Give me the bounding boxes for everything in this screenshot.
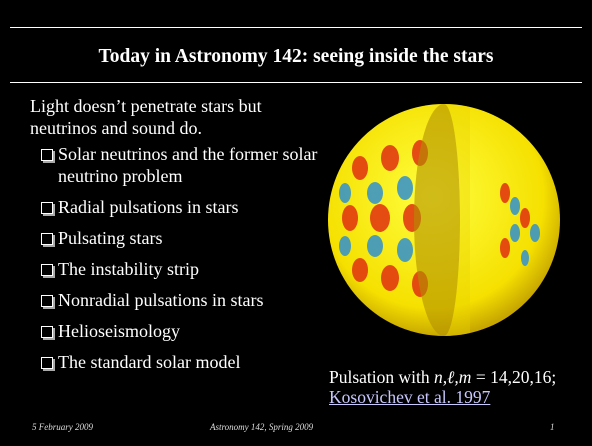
image-caption: Pulsation with n,ℓ,m = 14,20,16; Kosovic… — [329, 367, 574, 407]
bullet: The instability strip — [40, 258, 330, 280]
footer-page: 1 — [550, 422, 555, 432]
footer-date: 5 February 2009 — [32, 422, 93, 432]
caption-variables: n,ℓ,m — [434, 367, 471, 387]
top-rule — [10, 27, 582, 28]
bullet: Radial pulsations in stars — [40, 196, 330, 218]
bullet: Pulsating stars — [40, 227, 330, 249]
caption-prefix: Pulsation with — [329, 367, 430, 387]
bullet: Solar neutrinos and the former solar neu… — [40, 143, 330, 187]
footer-course: Astronomy 142, Spring 2009 — [210, 422, 313, 432]
slide: Today in Astronomy 142: seeing inside th… — [0, 0, 592, 446]
slide-title: Today in Astronomy 142: seeing inside th… — [0, 46, 592, 68]
intro-text: Light doesn’t penetrate stars but neutri… — [30, 95, 320, 139]
caption-values: = 14,20,16; — [476, 367, 556, 387]
pulsation-image — [320, 98, 570, 348]
bullet: Nonradial pulsations in stars — [40, 289, 330, 311]
bullet: The standard solar model — [40, 351, 330, 373]
reference-link[interactable]: Kosovichev et al. 1997 — [329, 387, 490, 407]
bullet-list: Solar neutrinos and the former solar neu… — [40, 143, 330, 382]
bullet: Helioseismology — [40, 320, 330, 342]
title-rule — [10, 82, 582, 83]
